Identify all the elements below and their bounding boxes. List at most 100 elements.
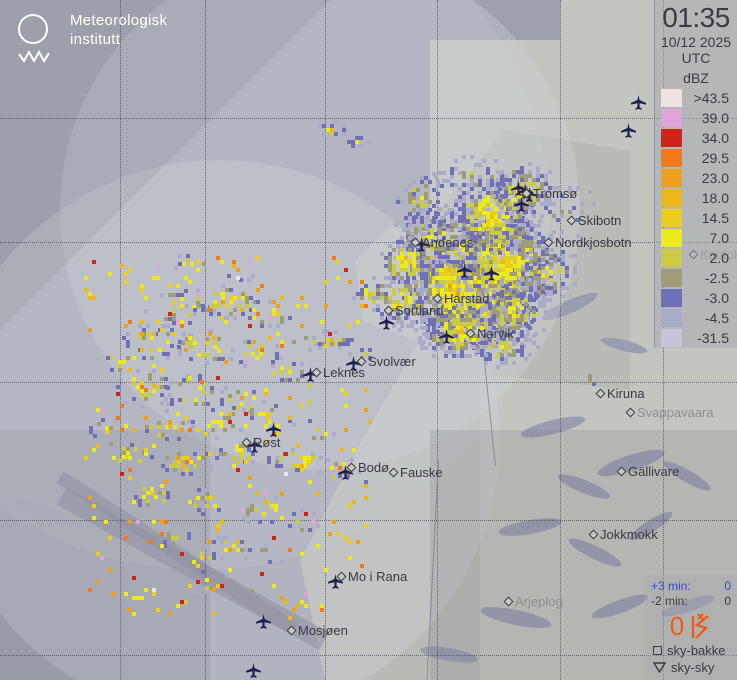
radar-echo-cell (533, 244, 537, 248)
radar-echo-cell (520, 306, 524, 310)
radar-echo-cell (328, 532, 332, 536)
radar-echo-cell (440, 318, 444, 322)
radar-echo-cell (490, 179, 494, 183)
radar-echo-cell (533, 236, 537, 240)
radar-echo-cell (521, 248, 525, 252)
radar-echo-cell (360, 280, 364, 284)
radar-echo-cell (193, 308, 197, 312)
radar-echo-cell (400, 292, 404, 296)
radar-echo-cell (497, 284, 501, 288)
radar-echo-cell (221, 570, 225, 574)
radar-echo-cell (197, 456, 201, 460)
radar-echo-cell (118, 368, 122, 372)
radar-echo-cell (272, 300, 276, 304)
radar-echo-cell (295, 468, 299, 472)
radar-echo-cell (275, 456, 279, 460)
radar-echo-cell (406, 280, 410, 284)
radar-echo-cell (438, 220, 442, 224)
radar-echo-cell (488, 318, 492, 322)
radar-echo-cell (466, 183, 470, 187)
radar-echo-cell (458, 219, 462, 223)
radar-echo-cell (212, 556, 216, 560)
radar-echo-cell (418, 252, 422, 256)
radar-echo-cell (482, 232, 486, 236)
airport-icon (513, 196, 530, 216)
radar-echo-cell (532, 202, 536, 206)
radar-echo-cell (541, 274, 545, 278)
radar-echo-cell (208, 308, 212, 312)
radar-echo-cell (536, 345, 540, 349)
radar-echo-cell (436, 200, 440, 204)
radar-echo-cell (368, 356, 372, 360)
radar-echo-cell (193, 448, 197, 452)
radar-echo-cell (156, 264, 160, 268)
radar-echo-cell (494, 304, 498, 308)
radar-echo-cell (412, 292, 416, 296)
radar-echo-cell (396, 304, 400, 308)
radar-echo-cell (368, 420, 372, 424)
radar-echo-cell (205, 578, 209, 582)
radar-echo-cell (194, 402, 198, 406)
radar-echo-cell (481, 292, 485, 296)
radar-echo-cell (521, 260, 525, 264)
radar-echo-cell (342, 132, 346, 136)
radar-echo-cell (464, 310, 468, 314)
radar-echo-cell (490, 332, 494, 336)
met-institute-logo[interactable]: Meteorologisk institutt (16, 12, 167, 64)
radar-echo-cell (166, 324, 170, 328)
radar-echo-cell (490, 203, 494, 207)
radar-echo-cell (474, 304, 478, 308)
radar-echo-cell (420, 180, 424, 184)
radar-echo-cell (264, 388, 268, 392)
radar-echo-cell (549, 256, 553, 260)
radar-echo-cell (459, 264, 463, 268)
radar-echo-cell (120, 264, 124, 268)
radar-echo-cell (408, 216, 412, 220)
radar-echo-cell (418, 207, 422, 211)
radar-echo-cell (506, 240, 510, 244)
radar-echo-cell (444, 212, 448, 216)
radar-echo-cell (462, 300, 466, 304)
radar-echo-cell (172, 293, 176, 297)
radar-echo-cell (209, 304, 213, 308)
radar-echo-cell (502, 183, 506, 187)
legend-row: -2.5 (655, 268, 737, 288)
radar-echo-cell (88, 328, 92, 332)
radar-echo-cell (420, 346, 424, 350)
radar-echo-cell (118, 364, 122, 368)
radar-echo-cell (497, 268, 501, 272)
radar-echo-cell (141, 433, 145, 437)
radar-echo-cell (444, 300, 448, 304)
radar-echo-cell (92, 504, 96, 508)
radar-echo-cell (406, 231, 410, 235)
radar-echo-cell (450, 308, 454, 312)
radar-echo-cell (462, 304, 466, 308)
radar-echo-cell (245, 296, 249, 300)
radar-echo-cell (517, 212, 521, 216)
radar-echo-cell (157, 433, 161, 437)
radar-echo-cell (552, 186, 556, 190)
radar-echo-cell (219, 420, 223, 424)
radar-echo-cell (525, 220, 529, 224)
radar-echo-cell (504, 361, 508, 365)
radar-echo-cell (412, 268, 416, 272)
radar-echo-cell (420, 196, 424, 200)
radar-echo-cell (244, 424, 248, 428)
radar-echo-cell (446, 244, 450, 248)
radar-echo-cell (500, 333, 504, 337)
radar-echo-cell (496, 186, 500, 190)
radar-echo-cell (549, 278, 553, 282)
radar-echo-cell (196, 260, 200, 264)
radar-echo-cell (189, 333, 193, 337)
legend-color-swatch (661, 169, 682, 187)
airport-icon (255, 613, 272, 633)
radar-echo-cell (520, 342, 524, 346)
radar-echo-cell (376, 284, 380, 288)
radar-echo-cell (204, 432, 208, 436)
radar-echo-cell (549, 270, 553, 274)
radar-echo-cell (280, 370, 284, 374)
radar-echo-cell (525, 254, 529, 258)
radar-echo-cell (525, 266, 529, 270)
radar-echo-cell (448, 316, 452, 320)
